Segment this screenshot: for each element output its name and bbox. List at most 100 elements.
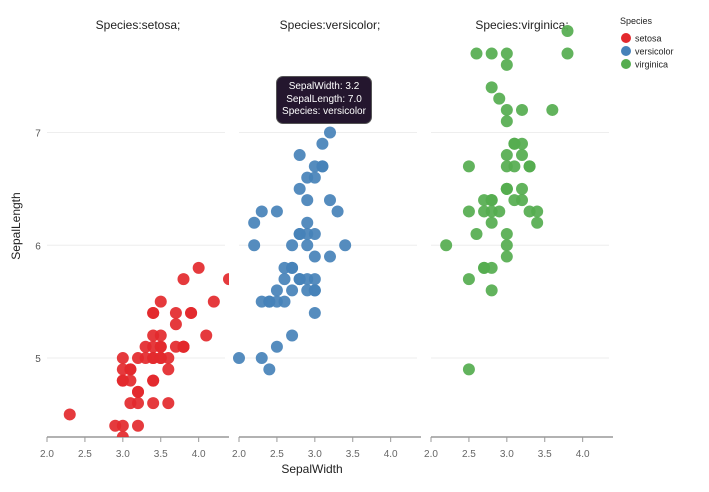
point-versicolor[interactable]	[301, 194, 314, 207]
point-virginica[interactable]	[462, 273, 475, 286]
point-virginica[interactable]	[516, 182, 528, 195]
point-versicolor[interactable]	[308, 228, 321, 240]
point-versicolor[interactable]	[308, 284, 321, 297]
point-virginica[interactable]	[523, 160, 536, 173]
point-virginica[interactable]	[470, 228, 483, 240]
point-setosa[interactable]	[200, 329, 213, 342]
point-setosa[interactable]	[192, 261, 205, 274]
point-versicolor[interactable]	[278, 261, 291, 274]
point-versicolor[interactable]	[331, 205, 344, 218]
point-versicolor[interactable]	[270, 284, 283, 297]
point-setosa[interactable]	[147, 306, 160, 319]
point-virginica[interactable]	[470, 47, 483, 60]
point-virginica[interactable]	[493, 92, 506, 105]
point-versicolor[interactable]	[286, 239, 299, 252]
point-versicolor[interactable]	[278, 273, 291, 286]
point-versicolor[interactable]	[301, 216, 314, 229]
point-virginica[interactable]	[500, 103, 513, 116]
point-virginica[interactable]	[500, 115, 513, 128]
point-setosa[interactable]	[147, 329, 160, 342]
point-virginica[interactable]	[516, 149, 528, 162]
point-setosa[interactable]	[139, 352, 152, 365]
point-virginica[interactable]	[516, 103, 528, 116]
point-virginica[interactable]	[500, 149, 513, 162]
point-setosa[interactable]	[147, 340, 160, 353]
point-versicolor[interactable]	[324, 250, 336, 263]
point-setosa[interactable]	[116, 352, 129, 365]
point-virginica[interactable]	[508, 137, 521, 150]
point-versicolor[interactable]	[286, 329, 299, 342]
point-virginica[interactable]	[485, 216, 498, 229]
point-virginica[interactable]	[485, 205, 498, 218]
point-virginica[interactable]	[508, 194, 521, 207]
point-setosa[interactable]	[169, 318, 182, 331]
point-setosa[interactable]	[185, 306, 198, 319]
point-versicolor[interactable]	[316, 160, 329, 173]
point-setosa[interactable]	[177, 273, 190, 286]
point-versicolor[interactable]	[293, 182, 306, 195]
point-versicolor[interactable]	[324, 194, 336, 207]
point-setosa[interactable]	[124, 363, 137, 376]
point-versicolor[interactable]	[293, 228, 306, 240]
point-setosa[interactable]	[169, 306, 182, 319]
point-versicolor[interactable]	[293, 273, 306, 286]
point-setosa[interactable]	[154, 295, 167, 308]
point-versicolor[interactable]	[248, 239, 261, 252]
point-versicolor[interactable]	[263, 363, 276, 376]
point-virginica[interactable]	[462, 160, 475, 173]
point-virginica[interactable]	[500, 47, 513, 60]
legend-label-versicolor[interactable]: versicolor	[635, 47, 674, 57]
point-versicolor[interactable]	[308, 171, 321, 184]
point-versicolor[interactable]	[301, 239, 314, 252]
point-setosa[interactable]	[132, 419, 144, 432]
point-versicolor[interactable]	[339, 239, 352, 252]
point-setosa[interactable]	[116, 419, 129, 432]
point-virginica[interactable]	[485, 284, 498, 297]
point-versicolor[interactable]	[324, 126, 336, 139]
point-virginica[interactable]	[500, 239, 513, 252]
point-versicolor[interactable]	[278, 295, 291, 308]
point-versicolor[interactable]	[316, 137, 329, 150]
point-versicolor[interactable]	[270, 340, 283, 353]
point-setosa[interactable]	[116, 374, 129, 387]
point-versicolor[interactable]	[293, 149, 306, 162]
point-versicolor[interactable]	[255, 352, 268, 365]
point-versicolor[interactable]	[270, 205, 283, 218]
point-versicolor[interactable]	[286, 284, 299, 297]
point-virginica[interactable]	[500, 182, 513, 195]
point-setosa[interactable]	[154, 352, 167, 365]
point-versicolor[interactable]	[255, 205, 268, 218]
point-virginica[interactable]	[500, 250, 513, 263]
point-setosa[interactable]	[223, 273, 235, 286]
point-virginica[interactable]	[462, 205, 475, 218]
point-virginica[interactable]	[485, 47, 498, 60]
point-virginica[interactable]	[531, 205, 544, 218]
point-setosa[interactable]	[63, 408, 76, 421]
point-versicolor[interactable]	[248, 216, 261, 229]
point-virginica[interactable]	[500, 228, 513, 240]
point-virginica[interactable]	[440, 239, 453, 252]
point-setosa[interactable]	[207, 295, 220, 308]
point-versicolor[interactable]	[233, 352, 245, 365]
point-setosa[interactable]	[147, 397, 160, 410]
point-virginica[interactable]	[462, 363, 475, 376]
point-virginica[interactable]	[485, 194, 498, 207]
point-virginica[interactable]	[546, 103, 559, 116]
point-virginica[interactable]	[561, 47, 574, 60]
point-setosa[interactable]	[162, 363, 175, 376]
point-versicolor[interactable]	[308, 250, 321, 263]
legend-label-setosa[interactable]: setosa	[635, 34, 662, 44]
point-virginica[interactable]	[500, 160, 513, 173]
point-versicolor[interactable]	[308, 306, 321, 319]
point-setosa[interactable]	[116, 431, 129, 443]
point-virginica[interactable]	[485, 81, 498, 94]
point-setosa[interactable]	[132, 385, 144, 398]
point-virginica[interactable]	[500, 58, 513, 71]
point-virginica[interactable]	[478, 261, 491, 274]
point-virginica[interactable]	[561, 25, 574, 37]
point-setosa[interactable]	[132, 397, 144, 410]
point-setosa[interactable]	[162, 397, 175, 410]
point-virginica[interactable]	[531, 216, 544, 229]
legend-label-virginica[interactable]: virginica	[635, 60, 668, 70]
point-setosa[interactable]	[177, 340, 190, 353]
